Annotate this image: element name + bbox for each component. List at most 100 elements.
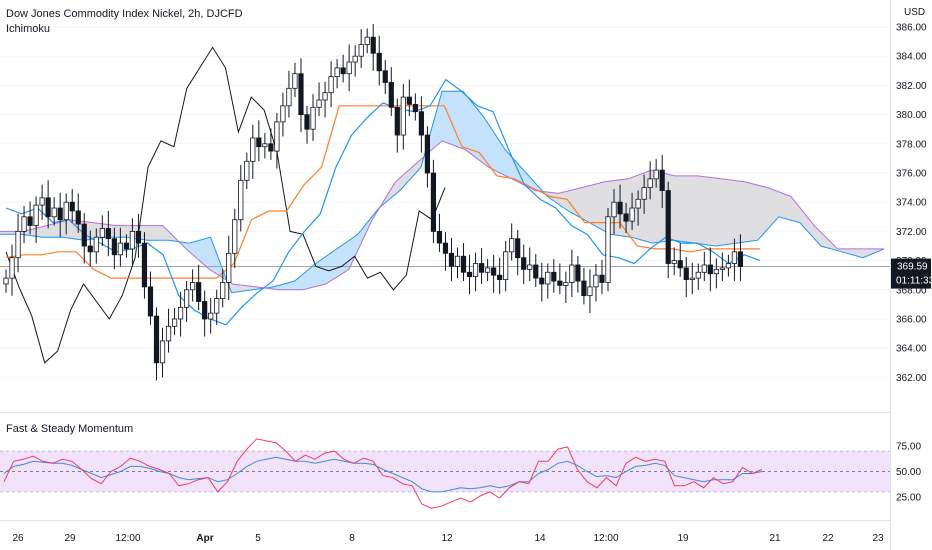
cloud-segment (558, 193, 560, 206)
time-axis[interactable]: 26 29 12:00 Apr 5 8 12 14 12:00 19 21 22 23 (12, 533, 884, 544)
candle-up (99, 228, 105, 238)
cloud-segment (412, 165, 414, 178)
price-axis[interactable]: 362.00364.00366.00368.00370.00372.00374.… (896, 23, 927, 384)
cloud-segment (142, 225, 144, 240)
oscillator-slow-line (3, 456, 763, 493)
candle-up (9, 257, 15, 279)
candle-up (171, 318, 178, 327)
cloud-segment (586, 185, 588, 222)
cloud-segment (486, 120, 488, 167)
cloud-segment (296, 278, 298, 290)
time-tick-label: 22 (822, 533, 834, 544)
cloud-segment (494, 132, 496, 171)
cloud-segment (342, 243, 344, 274)
candle-up (93, 236, 99, 253)
candle-up (605, 216, 611, 283)
candle-down (153, 315, 160, 364)
time-axis-separator (0, 520, 890, 521)
cloud-segment (158, 225, 160, 241)
candle-up (33, 204, 39, 226)
candle-up (701, 264, 707, 273)
candle-down (430, 172, 437, 232)
candle-down (123, 242, 129, 250)
price-tick-label: 384.00 (896, 52, 927, 63)
cloud-segment (152, 225, 154, 241)
cloud-segment (852, 248, 854, 256)
cloud-segment (236, 284, 238, 293)
momentum-label[interactable]: Fast & Steady Momentum (6, 423, 134, 435)
cloud-segment (566, 191, 568, 211)
time-tick-label: 5 (255, 533, 261, 544)
candles[interactable] (3, 24, 744, 381)
cloud-segment (402, 174, 404, 189)
cloud-segment (450, 91, 452, 145)
cloud-segment (194, 241, 196, 258)
price-tick-label: 372.00 (896, 227, 927, 238)
cloud-segment (418, 160, 420, 171)
cloud-segment (328, 253, 330, 283)
candle-down (69, 201, 75, 212)
price-tick-label: 366.00 (896, 315, 927, 326)
candle-up (527, 264, 533, 270)
cloud-segment (40, 226, 42, 238)
candle-down (683, 267, 689, 280)
price-tick-label: 362.00 (896, 373, 927, 384)
cloud-segment (446, 91, 448, 144)
candle-down (707, 264, 713, 275)
oscillator-tick-label: 75.00 (896, 442, 921, 453)
cloud-segment (572, 189, 574, 215)
cloud-segment (590, 184, 592, 225)
candle-up (316, 99, 322, 108)
candle-down (515, 238, 521, 259)
oscillator-axis[interactable]: 25.00 50.00 75.00 (896, 442, 921, 504)
candle-down (521, 257, 527, 270)
cloud-segment (404, 172, 406, 186)
cloud-segment (850, 248, 852, 255)
cloud-segment (588, 185, 590, 224)
cloud-segment (630, 177, 632, 238)
cloud-segment (480, 112, 482, 163)
cloud-segment (672, 175, 674, 241)
ichimoku-label[interactable]: Ichimoku (6, 23, 51, 35)
candle-up (400, 96, 406, 136)
cloud-segment (442, 91, 444, 142)
candle-up (484, 267, 491, 273)
cloud-segment (652, 170, 654, 243)
cloud-segment (348, 239, 350, 270)
cloud-segment (848, 248, 850, 255)
cloud-segment (208, 237, 210, 270)
cloud-segment (570, 190, 572, 214)
candle-down (57, 207, 63, 221)
price-tick-label: 364.00 (896, 344, 927, 355)
cloud-segment (286, 282, 288, 290)
candle-down (298, 73, 304, 116)
candle-up (635, 198, 641, 209)
cloud-segment (462, 91, 464, 150)
cloud-segment (720, 178, 722, 246)
cloud-segment (690, 175, 692, 243)
symbol-title[interactable]: Dow Jones Commodity Index Nickel, 2h, DJ… (6, 8, 243, 20)
cloud-segment (254, 286, 256, 290)
candle-down (87, 245, 93, 253)
candle-down (466, 271, 473, 278)
cloud-segment (420, 158, 422, 169)
cloud-segment (432, 120, 434, 150)
candle-up (719, 267, 725, 270)
cloud-segment (844, 248, 846, 253)
cloud-segment (862, 248, 864, 258)
cloud-segment (692, 175, 694, 244)
candle-down (599, 274, 605, 283)
cloud-segment (304, 271, 306, 290)
cloud-segment (738, 180, 740, 243)
candle-down (478, 263, 485, 273)
cloud-segment (596, 183, 598, 228)
cloud-segment (320, 259, 322, 286)
candle-down (105, 228, 111, 240)
cloud-segment (28, 229, 30, 236)
candle-up (653, 169, 659, 180)
cloud-segment (634, 175, 636, 239)
cloud-segment (770, 188, 772, 227)
candle-up (364, 36, 370, 45)
cloud-segment (654, 170, 656, 243)
